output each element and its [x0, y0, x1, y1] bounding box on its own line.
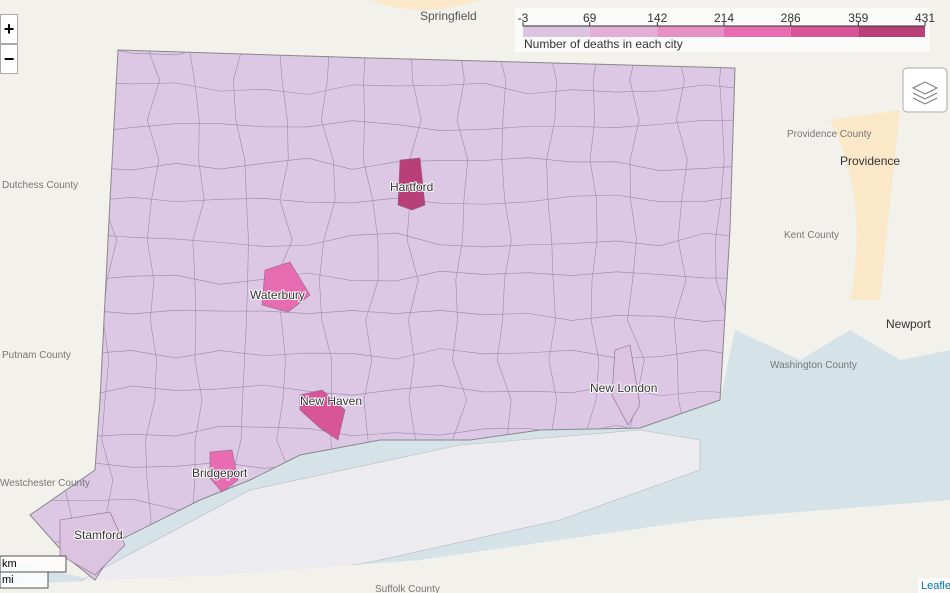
town-border: [187, 50, 205, 561]
legend-tick-label: 69: [583, 11, 597, 25]
legend: -3 69 142 214 286 359 431: [518, 11, 935, 37]
legend-swatch: [523, 26, 590, 37]
city-area: [299, 389, 346, 441]
legend-swatch: [858, 26, 925, 37]
city-area: [261, 261, 311, 313]
place-label: Newport: [886, 317, 931, 331]
city-label: Stamford: [74, 528, 123, 542]
city-label: Bridgeport: [192, 466, 248, 480]
legend-tick-label: 431: [915, 11, 935, 25]
place-label: Putnam County: [2, 350, 71, 361]
city-label: Hartford: [390, 180, 433, 194]
legend-tick-label: 286: [781, 11, 801, 25]
zoom-out[interactable]: −: [0, 44, 18, 74]
place-label: Suffolk County: [375, 584, 440, 593]
scale-mi: [0, 571, 49, 589]
long-island: [0, 500, 950, 593]
place-label: Kent County: [784, 230, 839, 241]
layers-icon: [911, 81, 939, 105]
legend-tick-label: 214: [714, 11, 734, 25]
attribution-box: [918, 578, 950, 593]
place-label: Dutchess County: [2, 180, 78, 191]
city-label: New Haven: [300, 394, 362, 408]
place-label: Washington County: [770, 360, 857, 371]
scale-label: km: [2, 558, 17, 570]
scale-label: mi: [2, 574, 14, 586]
legend-swatch: [724, 26, 791, 37]
place-label: Springfield: [420, 9, 477, 23]
legend-tick-label: -3: [518, 11, 529, 25]
place-label: Providence County: [787, 129, 872, 140]
city-label: New London: [590, 381, 657, 395]
legend-title: Number of deaths in each city: [524, 37, 683, 51]
city-area: [397, 157, 426, 211]
place-label: Providence: [840, 154, 900, 168]
city-area: [611, 344, 641, 426]
cities: [59, 157, 641, 576]
zoom-in[interactable]: +: [0, 14, 18, 44]
legend-tick-label: 142: [647, 11, 667, 25]
city-area: [209, 449, 239, 493]
legend-tick-label: 359: [848, 11, 868, 25]
attribution[interactable]: Leaflet: [921, 580, 950, 592]
place-label: Westchester County: [0, 478, 90, 489]
city-area: [59, 511, 126, 576]
legend-swatch: [790, 26, 859, 37]
layers-button[interactable]: [902, 67, 948, 113]
legend-swatch: [657, 26, 724, 37]
legend-swatch: [589, 26, 658, 37]
city-label: Waterbury: [250, 288, 305, 302]
